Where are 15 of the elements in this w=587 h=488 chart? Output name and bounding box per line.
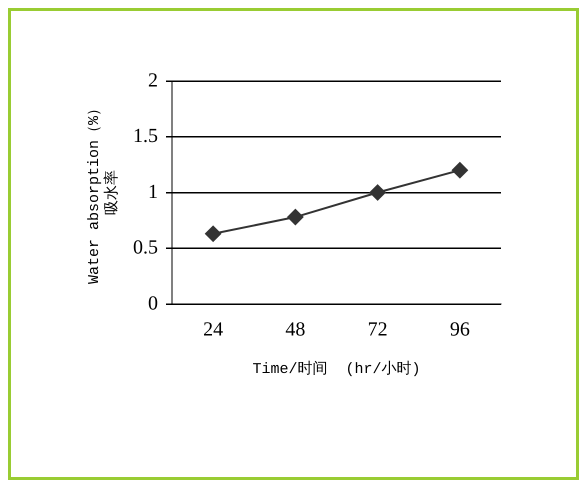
x-tick-label: 24 bbox=[203, 318, 224, 340]
y-tick-label: 1 bbox=[148, 180, 158, 203]
y-tick-label: 0 bbox=[148, 292, 158, 314]
x-tick-label: 96 bbox=[450, 318, 470, 340]
x-tick-label: 48 bbox=[285, 318, 306, 340]
y-tick-label: 1.5 bbox=[133, 125, 158, 147]
point bbox=[287, 209, 304, 226]
y-tick-label: 0.5 bbox=[133, 236, 158, 258]
x-tick-label: 72 bbox=[368, 318, 388, 340]
x-axis-title: Time/时间 (hr/小时) bbox=[252, 360, 421, 378]
point bbox=[205, 226, 222, 242]
y-axis-title: Water absorption（%）吸水率 bbox=[86, 100, 121, 284]
y-tick-label: 2 bbox=[148, 69, 158, 92]
point bbox=[370, 184, 386, 200]
point bbox=[452, 162, 468, 178]
